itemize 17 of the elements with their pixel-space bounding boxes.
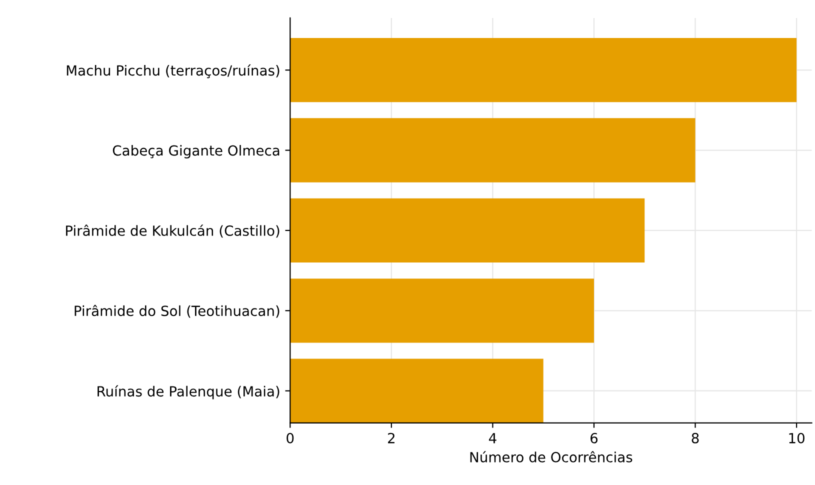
x-tick-label: 8	[692, 432, 699, 444]
bar	[290, 358, 544, 423]
x-tick-label: 0	[286, 432, 294, 444]
bar	[290, 278, 594, 343]
x-tick-label: 6	[590, 432, 598, 444]
bar	[290, 118, 696, 182]
y-tick-label: Pirâmide de Kukulcán (Castillo)	[66, 224, 280, 238]
x-axis-title: Número de Ocorrências	[470, 451, 632, 462]
x-tick-label: 2	[388, 432, 394, 444]
x-tick-label: 10	[789, 432, 804, 444]
y-tick-label: Cabeça Gigante Olmeca	[112, 144, 280, 158]
bar	[290, 198, 645, 263]
bar	[290, 38, 797, 102]
y-tick-label: Machu Picchu (terraços/ruínas)	[66, 64, 280, 78]
y-tick-label: Ruínas de Palenque (Maia)	[98, 385, 280, 400]
x-tick-label: 4	[488, 433, 496, 444]
y-tick-label: Pirâmide do Sol (Teotihuacan)	[74, 304, 280, 318]
